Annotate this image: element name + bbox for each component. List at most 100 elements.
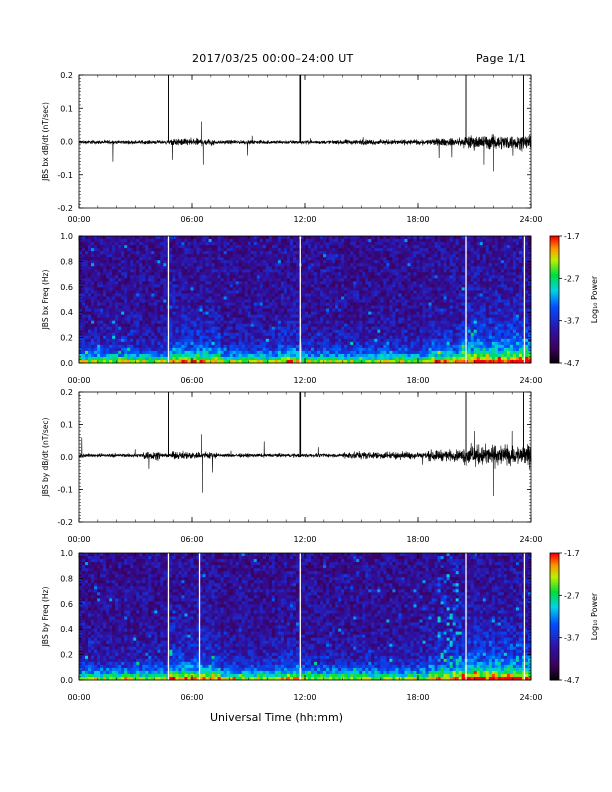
spectrogram-cell [271, 305, 276, 309]
spectrogram-cell [115, 296, 119, 300]
spectrogram-cell [320, 311, 324, 316]
spectrogram-cell [323, 242, 327, 246]
spectrogram-cell [338, 332, 342, 337]
spectrogram-cell [199, 344, 203, 349]
spectrogram-cell [154, 338, 158, 343]
spectrogram-cell [109, 308, 113, 312]
spectrogram-cell [151, 344, 155, 349]
spectrogram-cell [410, 329, 414, 334]
spectrogram-cell [314, 260, 318, 264]
spectrogram-cell [292, 320, 297, 325]
spectrogram-cell [241, 314, 246, 319]
spectrogram-cell [217, 323, 222, 328]
spectrogram-cell [112, 320, 116, 325]
spectrogram-cell [88, 299, 92, 303]
spectrogram-cell [223, 353, 228, 358]
spectrogram-cell [407, 317, 411, 322]
spectrogram-cell [341, 287, 345, 291]
spectrogram-cell [247, 338, 252, 343]
spectrogram-cell [274, 359, 279, 364]
spectrogram-cell [94, 299, 98, 303]
spectrogram-cell [295, 305, 300, 309]
spectrogram-cell [154, 278, 158, 282]
spectrogram-cell [121, 254, 125, 258]
spectrogram-cell [202, 308, 206, 312]
spectrogram-cell [241, 317, 246, 322]
spectrogram-cell [416, 341, 420, 346]
spectrogram-cell [169, 239, 173, 243]
spectrogram-cell [332, 326, 336, 331]
spectrogram-cell [244, 332, 249, 337]
spectrogram-cell [308, 263, 312, 267]
spectrogram-cell [356, 239, 360, 243]
spectrogram-cell [133, 305, 137, 309]
spectrogram-cell [335, 236, 339, 240]
spectrogram-cell [229, 359, 234, 364]
spectrogram-cell [94, 353, 98, 358]
spectrogram-cell [350, 239, 354, 243]
spectrogram-cell [314, 338, 318, 343]
spectrogram-cell [317, 311, 321, 316]
spectrogram-cell [416, 260, 420, 264]
spectrogram-cell [115, 284, 119, 288]
spectrogram-cell [97, 245, 101, 249]
spectrogram-cell [100, 326, 104, 331]
spectrogram-cell [94, 275, 98, 279]
spectrogram-cell [283, 278, 288, 282]
spectrogram-cell [82, 260, 86, 264]
spectrogram-cell [148, 263, 152, 267]
spectrogram-cell [271, 302, 276, 306]
spectrogram-cell [121, 284, 125, 288]
spectrogram-cell [283, 320, 288, 325]
spectrogram-cell [286, 305, 291, 309]
spectrogram-cell [148, 245, 152, 249]
spectrogram-cell [392, 251, 396, 255]
spectrogram-cell [178, 266, 182, 270]
spectrogram-cell [286, 281, 291, 285]
spectrogram-cell [238, 272, 243, 276]
spectrogram-cell [389, 290, 393, 294]
spectrogram-cell [317, 272, 321, 276]
spectrogram-cell [341, 242, 345, 246]
spectrogram-cell [401, 317, 405, 322]
spectrogram-cell [178, 299, 182, 303]
spectrogram-cell [244, 287, 249, 291]
spectrogram-cell [160, 248, 164, 252]
spectrogram-cell [109, 347, 113, 352]
spectrogram-cell [359, 242, 363, 246]
spectrogram-cell [238, 323, 243, 328]
spectrogram-cell [172, 251, 176, 255]
spectrogram-cell [205, 359, 209, 364]
spectrogram-cell [392, 317, 396, 322]
spectrogram-cell [178, 323, 182, 328]
spectrogram-cell [247, 284, 252, 288]
spectrogram-cell [217, 338, 222, 343]
spectrogram-cell [136, 305, 140, 309]
spectrogram-cell [335, 290, 339, 294]
spectrogram-cell [289, 266, 294, 270]
spectrogram-cell [121, 359, 125, 364]
spectrogram-cell [202, 245, 206, 249]
spectrogram-cell [130, 326, 134, 331]
spectrogram-cell [145, 290, 149, 294]
spectrogram-cell [229, 332, 234, 337]
spectrogram-cell [359, 296, 363, 300]
spectrogram-cell [350, 278, 354, 282]
spectrogram-cell [145, 305, 149, 309]
spectrogram-cell [332, 242, 336, 246]
spectrogram-cell [262, 350, 267, 355]
spectrogram-cell [407, 266, 411, 270]
spectrogram-cell [301, 275, 306, 279]
spectrogram-cell [103, 332, 107, 337]
spectrogram-cell [178, 353, 182, 358]
spectrogram-cell [226, 341, 231, 346]
spectrogram-cell [151, 236, 155, 240]
spectrogram-cell [341, 308, 345, 312]
spectrogram-cell [292, 314, 297, 319]
spectrogram-cell [91, 338, 95, 343]
spectrogram-cell [374, 353, 378, 358]
spectrogram-cell [356, 356, 360, 361]
spectrogram-cell [181, 251, 185, 255]
spectrogram-cell [247, 341, 252, 346]
spectrogram-cell [344, 275, 348, 279]
